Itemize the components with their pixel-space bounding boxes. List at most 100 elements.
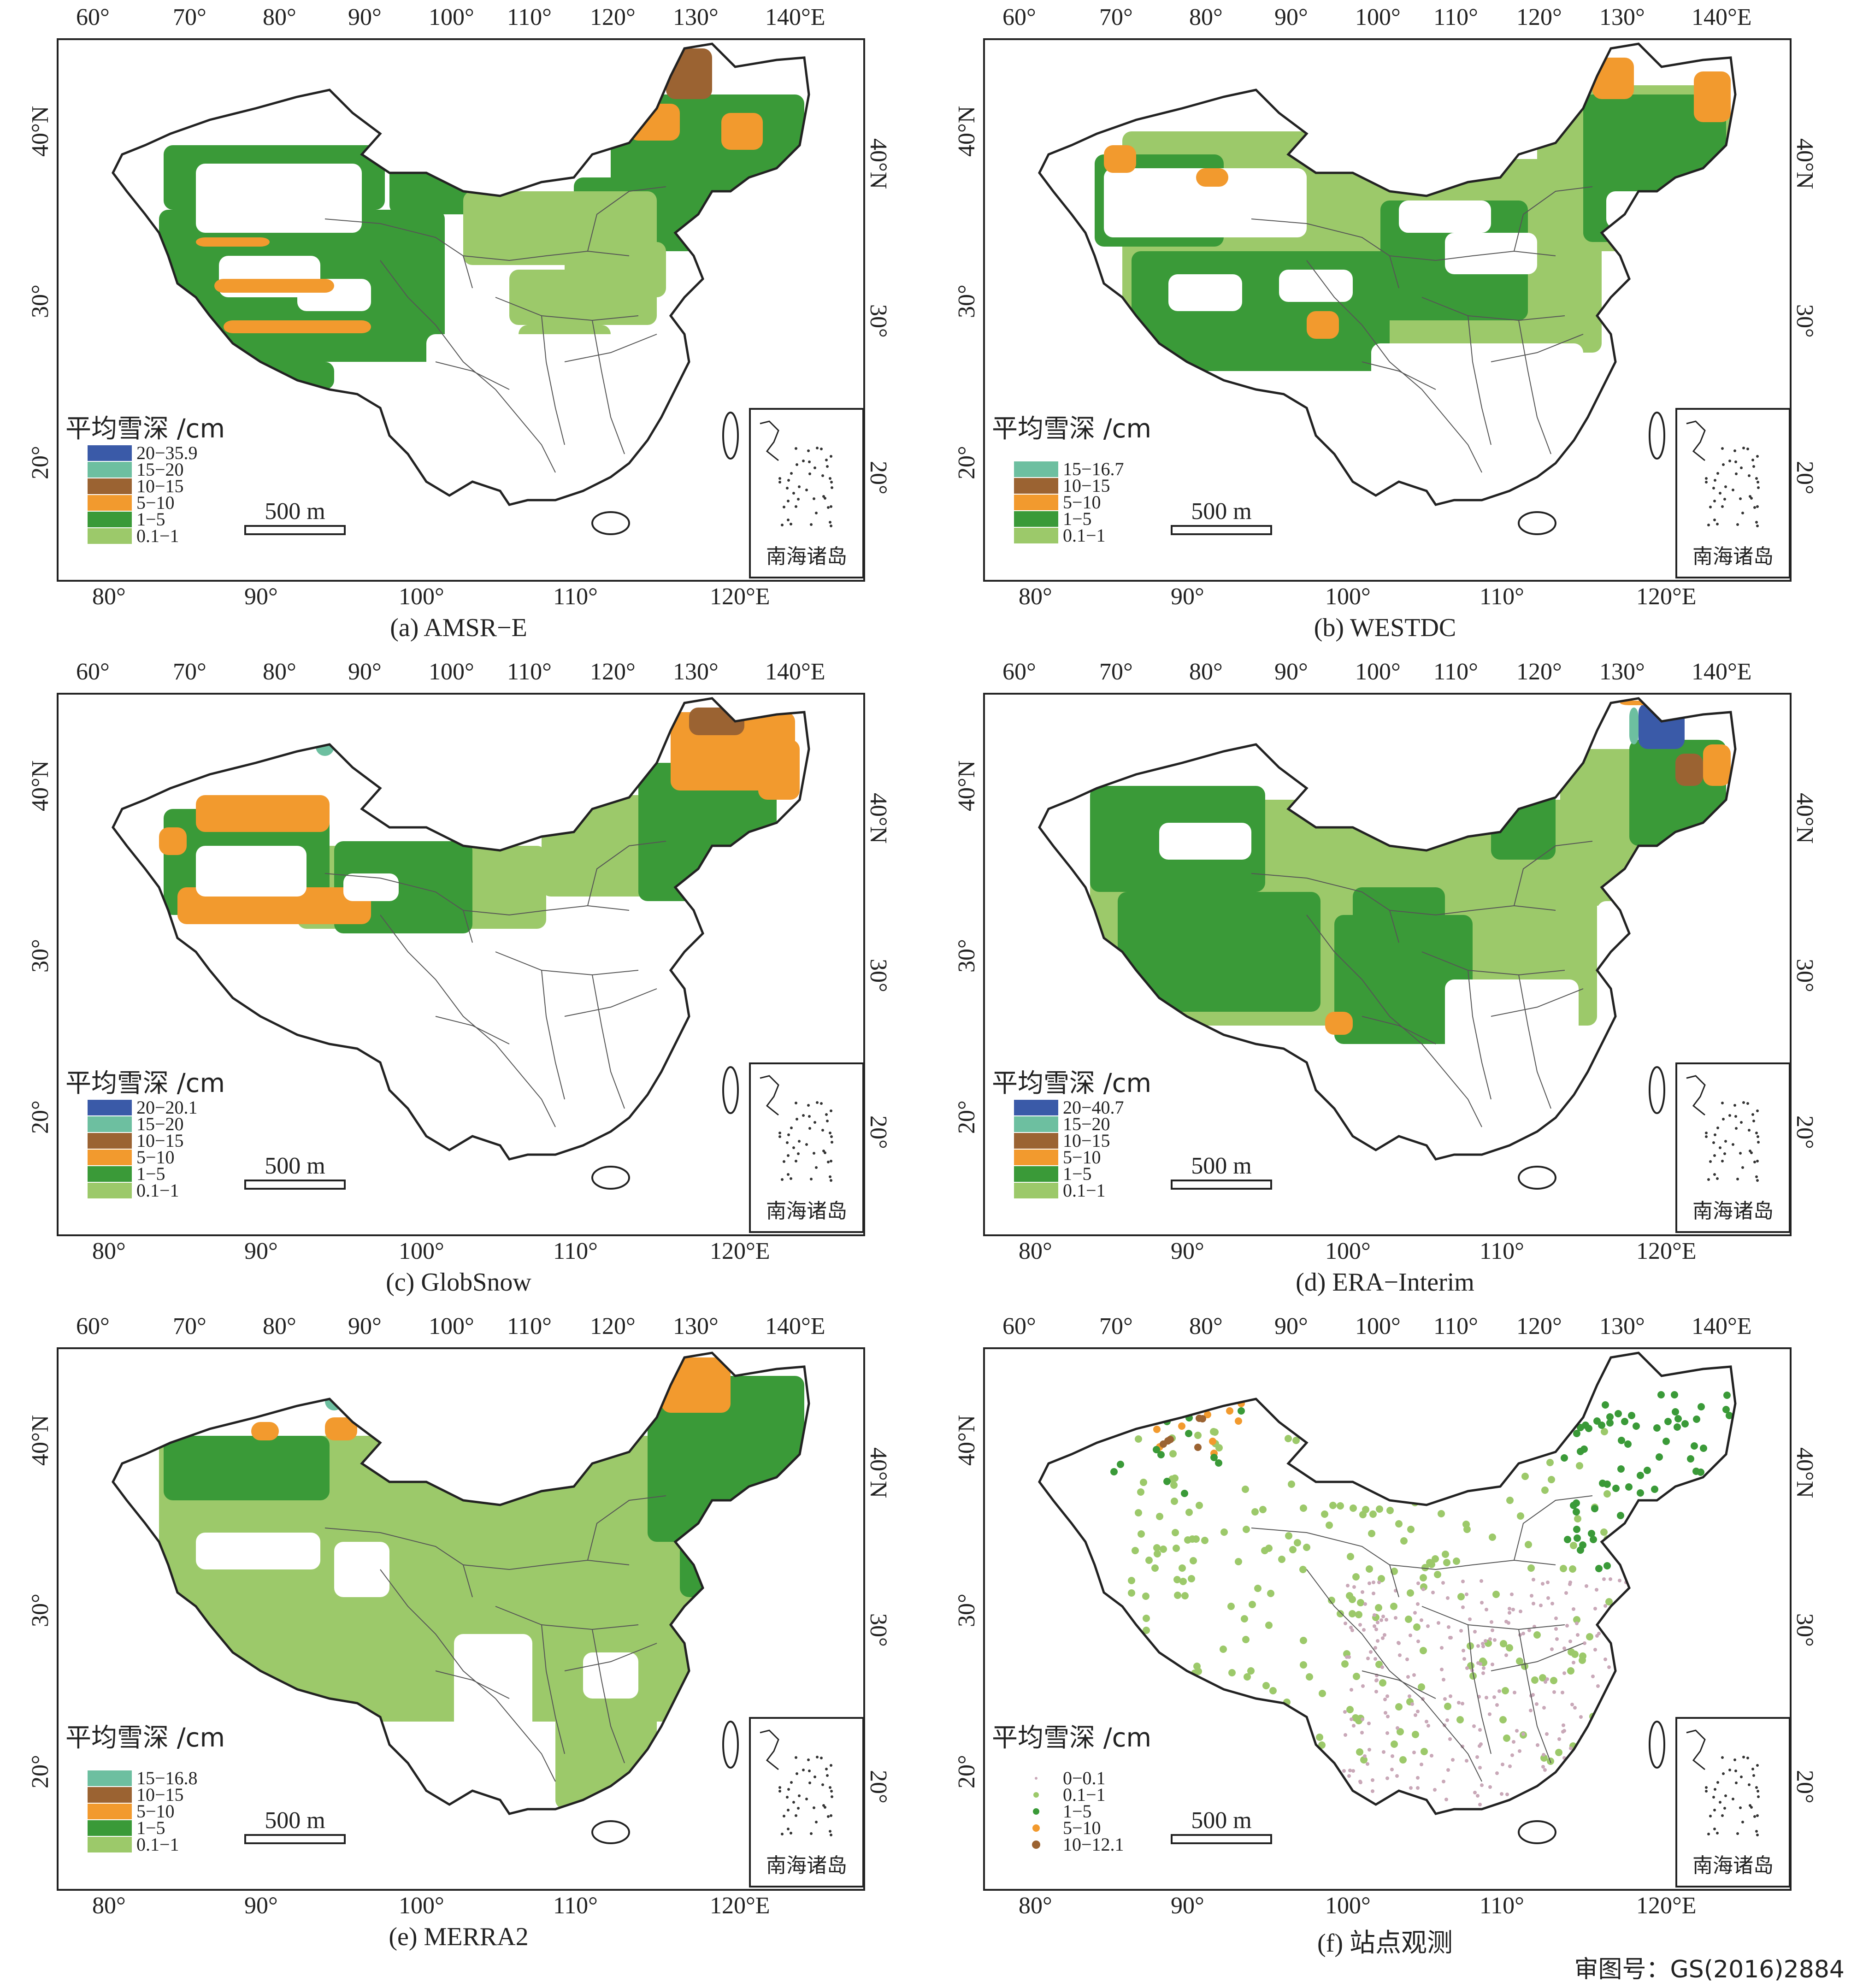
station-dot (1181, 1490, 1188, 1497)
station-dot (1546, 1459, 1554, 1466)
province-border (1518, 320, 1551, 454)
scale-bar-label: 500 m (265, 1807, 325, 1834)
station-dot (1359, 1511, 1367, 1518)
station-dot (1625, 1483, 1633, 1491)
station-dot (1300, 1661, 1307, 1669)
station-dot (1390, 1768, 1394, 1771)
inset-map (760, 420, 833, 527)
legend-label: 10−15 (136, 1784, 184, 1805)
island (1518, 1820, 1556, 1844)
station-dot (1575, 1622, 1579, 1625)
scale-bar-label: 500 m (1191, 1153, 1252, 1179)
top-axis-tick: 90° (348, 659, 382, 685)
station-dot (1153, 1446, 1160, 1453)
province-border (1389, 250, 1556, 261)
top-axis-tick: 80° (263, 1313, 296, 1339)
station-dot (1603, 1604, 1607, 1608)
station-dot (1722, 1406, 1730, 1413)
map-panel-5: 60° 70° 80° 90° 100° 110° 120° 130° 140°E 80° 90° 1… (0, 1309, 917, 1964)
right-axis-tick: 20° (1792, 1115, 1818, 1149)
station-dot (1585, 1425, 1592, 1432)
station-dot (1413, 1611, 1417, 1615)
province-border (1389, 905, 1556, 916)
scale-bar-graphic (1171, 1834, 1272, 1844)
station-dot (1485, 1608, 1488, 1611)
station-dot (1501, 1763, 1504, 1766)
station-dot (1426, 1559, 1433, 1566)
left-axis-tick: 30° (27, 939, 53, 973)
top-axis-tick: 110° (507, 1313, 552, 1339)
province-border (1362, 1670, 1436, 1699)
bottom-axis-tick: 110° (553, 584, 598, 610)
station-dot (1352, 1724, 1356, 1728)
island (591, 1820, 630, 1844)
top-axis-tick: 60° (1002, 4, 1036, 30)
station-dot (1653, 1424, 1661, 1432)
station-dot (1573, 1508, 1580, 1516)
station-dot (1398, 1653, 1402, 1657)
province-border (324, 1528, 473, 1598)
station-dot (1347, 1553, 1354, 1560)
station-dot (1196, 1502, 1203, 1509)
station-dot (1378, 1575, 1385, 1582)
top-axis-tick: 140°E (1692, 659, 1752, 685)
province-border (592, 1629, 625, 1764)
station-dot (1449, 1636, 1453, 1640)
station-dot (1572, 1607, 1575, 1611)
station-dot (1172, 1529, 1179, 1536)
station-dot (1413, 1623, 1421, 1631)
station-dot (1505, 1793, 1509, 1796)
station-dot (1405, 1658, 1409, 1661)
station-dot (1532, 1578, 1535, 1581)
station-dot (1344, 1622, 1347, 1625)
top-axis-tick: 80° (263, 659, 296, 685)
map-canvas (57, 693, 865, 1236)
legend-item: 5−10 (88, 494, 198, 512)
station-dot (1385, 1694, 1389, 1698)
station-dot (1369, 1650, 1373, 1654)
right-axis-tick: 30° (865, 304, 891, 338)
station-dot (1591, 1505, 1598, 1512)
station-dot (1209, 1438, 1216, 1445)
station-dot (1593, 1607, 1597, 1610)
station-dot (1615, 1410, 1622, 1417)
legend-item: 5−10 (88, 1148, 198, 1167)
station-dot (1384, 1711, 1387, 1715)
station-dot (1412, 1731, 1419, 1738)
station-dot (1461, 1605, 1465, 1609)
station-dot (1374, 1628, 1378, 1631)
station-dot (1420, 1647, 1427, 1654)
top-axis-tick: 60° (76, 4, 110, 30)
station-dot (1488, 1637, 1492, 1641)
station-dot (1128, 1577, 1135, 1584)
china-outline (1038, 42, 1737, 506)
station-dot (1215, 1459, 1222, 1467)
station-dot (1488, 1712, 1491, 1716)
station-dot (1381, 1615, 1385, 1618)
top-axis-tick: 140°E (765, 659, 825, 685)
map-canvas (983, 1347, 1792, 1891)
station-dot (1637, 1472, 1644, 1479)
station-dot (1542, 1706, 1546, 1710)
legend-title: 平均雪深 /cm (65, 1068, 225, 1098)
station-dot (1285, 1532, 1292, 1540)
legend-item: 1−5 (88, 510, 198, 529)
top-axis-tick: 60° (1002, 659, 1036, 685)
bottom-axis-tick: 120°E (1636, 1893, 1697, 1919)
south-china-sea-inset: 南海诸岛 (749, 408, 864, 578)
station-dot (1421, 1587, 1425, 1591)
station-dot (1550, 1602, 1554, 1605)
bottom-axis-tick: 90° (244, 1238, 278, 1264)
station-dot (1434, 1571, 1441, 1578)
station-dot (1348, 1769, 1352, 1772)
station-dot (1201, 1537, 1208, 1544)
top-axis-tick: 80° (1189, 1313, 1223, 1339)
station-dot (1593, 1417, 1601, 1425)
station-dot (1539, 1604, 1543, 1607)
station-dot (1681, 1420, 1689, 1428)
station-dot (1465, 1759, 1468, 1763)
province-border (380, 1569, 496, 1699)
station-dot (1416, 1786, 1420, 1790)
right-axis-tick: 30° (865, 1613, 891, 1647)
inset-map (1686, 1729, 1760, 1836)
